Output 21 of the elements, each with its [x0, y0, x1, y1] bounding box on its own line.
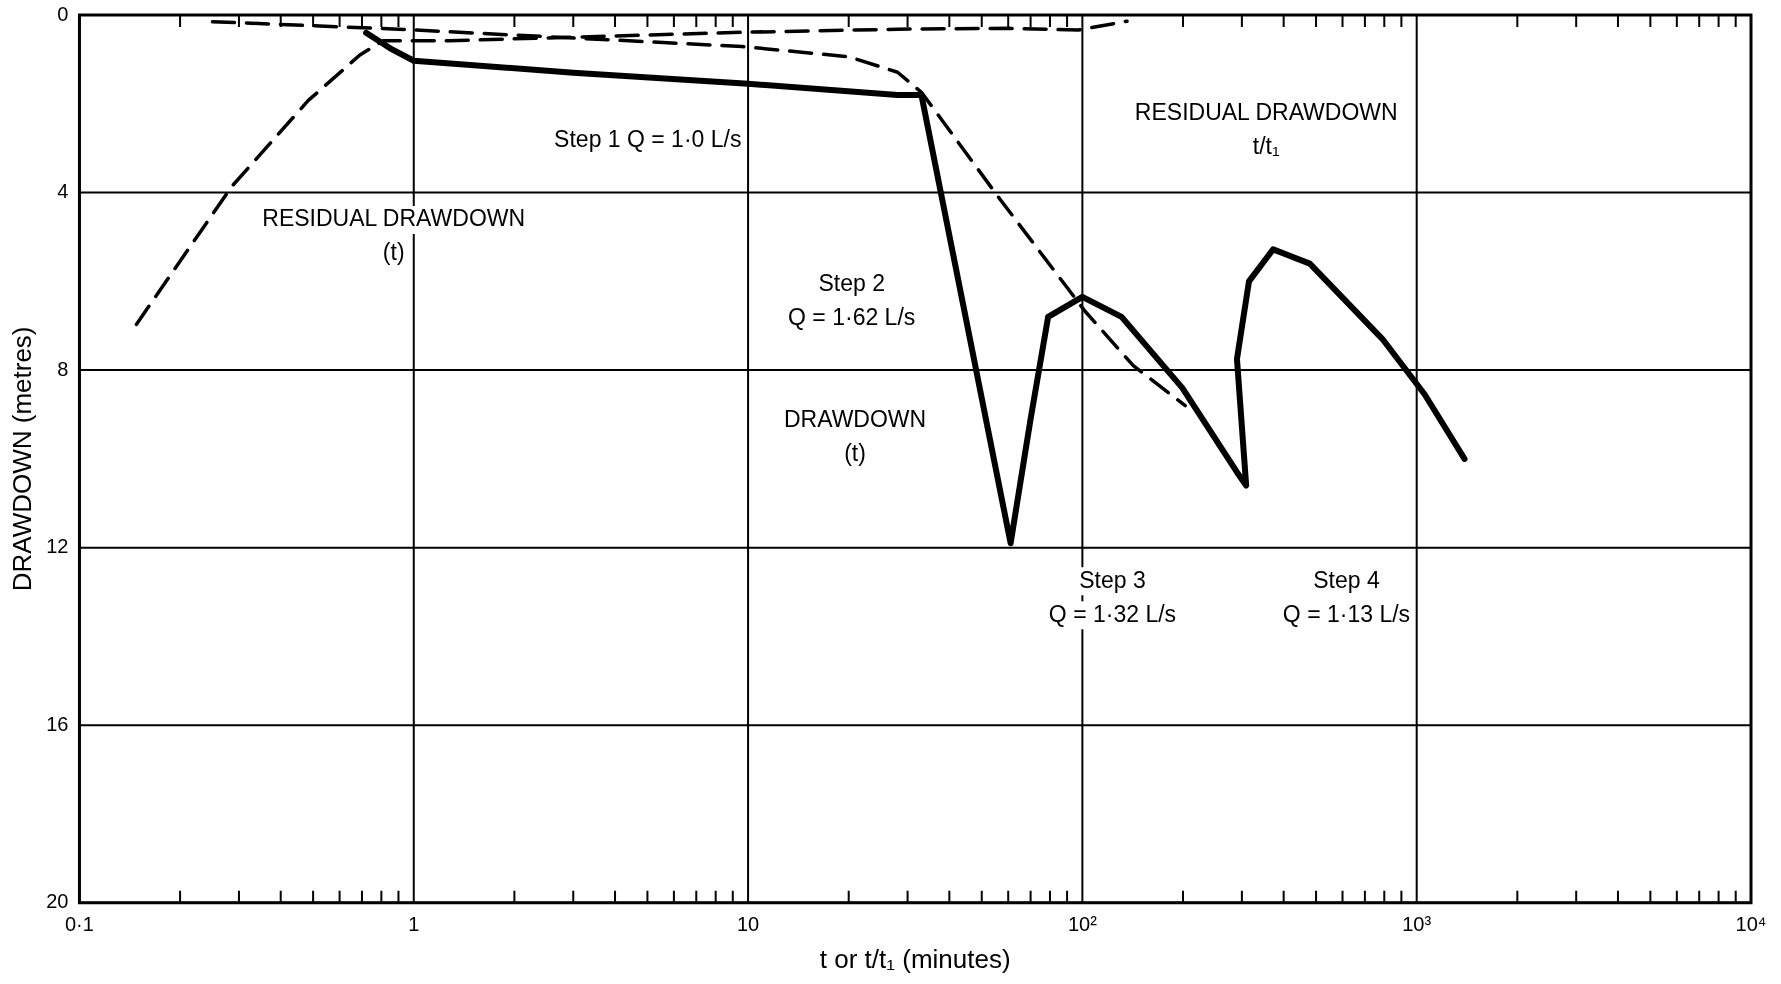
y-tick-label: 16: [46, 712, 69, 735]
annotation: Step 4 Q = 1·13 L/s: [1282, 566, 1411, 627]
y-tick-label: 4: [57, 180, 69, 203]
annotation: Step 2 Q = 1·62 L/s: [788, 270, 916, 331]
y-tick-label: 0: [57, 2, 69, 25]
annotation: Step 3 Q = 1·32 L/s: [1048, 566, 1177, 627]
y-axis-title: DRAWDOWN (metres): [6, 326, 37, 592]
y-tick-label: 8: [57, 357, 69, 380]
annotation: DRAWDOWN (t): [783, 405, 927, 466]
x-tick-label: 1: [408, 913, 420, 936]
annotation: RESIDUAL DRAWDOWN (t): [262, 205, 526, 266]
x-tick-label: 0·1: [64, 913, 94, 936]
x-tick-label: 10⁴: [1735, 913, 1767, 936]
y-tick-label: 12: [46, 535, 69, 558]
x-axis-title: t or t/t₁ (minutes): [819, 943, 1011, 974]
annotation: RESIDUAL DRAWDOWN t/t₁: [1134, 98, 1398, 159]
x-tick-label: 10²: [1067, 913, 1098, 936]
x-tick-label: 10³: [1402, 913, 1432, 936]
x-tick-label: 10: [736, 913, 760, 936]
y-tick-label: 20: [46, 890, 69, 913]
annotation: Step 1 Q = 1·0 L/s: [554, 126, 742, 153]
